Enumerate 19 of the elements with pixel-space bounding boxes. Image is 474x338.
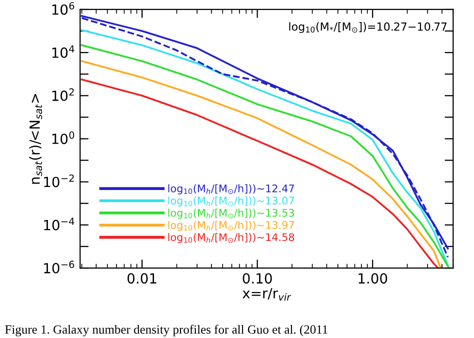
x-tick-label: 0.01 (128, 273, 156, 284)
y-tick-label: 10$^{−2}$ (44, 174, 74, 188)
y-tick-label: 10$^{0}$ (52, 131, 74, 144)
text: log$_{10}$(M$_{h}$/[M$_{⊙}$/h]))~13.53 (168, 208, 294, 219)
x-tick-label: 1.00 (358, 273, 388, 284)
text: log$_{10}$(M$_{h}$/[M$_{⊙}$/h]))~12.47 (168, 184, 294, 194)
y-tick-label: 10$^{4}$ (52, 45, 74, 58)
y-tick-label: 10$^{6}$ (52, 2, 74, 15)
x-tick-label: 0.10 (242, 273, 272, 284)
x-axis-title: x=r/r$_{vir}$ (242, 288, 292, 301)
y-axis-title: n$_{sat}$(r)/<N$_{sat}$> (29, 94, 42, 184)
text: log$_{10}$(M$_{h}$/[M$_{⊙}$/h]))~14.58 (168, 233, 294, 244)
y-tick-label: 10$^{2}$ (52, 88, 74, 102)
caption: Figure 1. Galaxy number density profiles for all Guo et al. (2011 (5, 324, 328, 336)
text: log$_{10}$(M$_{h}$/[M$_{⊙}$/h]))~13.07 (168, 196, 294, 207)
y-tick-label: 10$^{−6}$ (44, 260, 74, 274)
y-tick-label: 10$^{−4}$ (44, 218, 74, 230)
annotation: log$_{10}$(M$_{*}$/[M$_{⊙}$])=10.27−10.77 (289, 22, 447, 33)
text: log$_{10}$(M$_{h}$/[M$_{⊙}$/h]))~13.97 (168, 220, 294, 231)
